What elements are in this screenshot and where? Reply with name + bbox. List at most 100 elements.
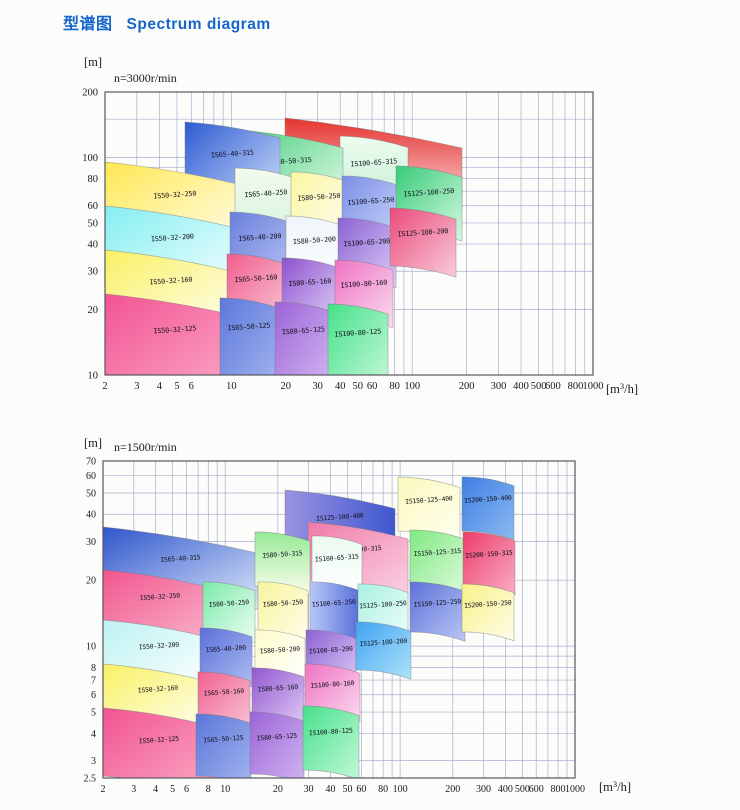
x-tick-label: 60 — [367, 381, 378, 392]
region-label-IS80-65-125: IS80-65-125 — [282, 325, 325, 336]
x-tick-label: 30 — [304, 784, 314, 795]
x-tick-label: 50 — [353, 381, 364, 392]
x-tick-label: 600 — [545, 381, 561, 392]
x-tick-label: 600 — [529, 784, 544, 795]
x-tick-label: 400 — [498, 784, 513, 795]
region-label-IS80-50-200: IS80-50-200 — [260, 645, 301, 656]
x-tick-label: 40 — [326, 784, 336, 795]
region-label-IS80-65-160: IS80-65-160 — [288, 277, 331, 288]
region-label-IS100-65-315: IS100-65-315 — [350, 157, 397, 168]
region-label-IS100-65-250: IS100-65-250 — [347, 196, 394, 207]
region-label-IS65-50-160: IS65-50-160 — [234, 273, 277, 284]
region-label-IS100-65-315: IS100-65-315 — [315, 553, 360, 564]
region-label-IS200-150-250: IS200-150-250 — [464, 599, 512, 610]
region-IS50-32-125 — [105, 293, 246, 375]
y-tick-label: 30 — [88, 267, 99, 278]
regions: IS125-100-315IS100-65-315IS80-50-315IS65… — [105, 117, 463, 375]
plot-border — [104, 91, 594, 376]
x-tick-label: 500 — [515, 784, 530, 795]
x-tick-label: 2 — [102, 381, 107, 392]
x-tick-label: 6 — [189, 381, 194, 392]
region-label-IS65-50-125: IS65-50-125 — [227, 321, 270, 332]
y-tick-label: 7 — [91, 676, 96, 687]
x-tick-label: 1000 — [565, 784, 585, 795]
region-label-IS100-80-160: IS100-80-160 — [340, 278, 387, 289]
y-tick-label: 4 — [91, 729, 96, 740]
region-label-IS100-80-125: IS100-80-125 — [334, 327, 381, 338]
region-label-IS100-65-250: IS100-65-250 — [312, 598, 357, 609]
x-tick-label: 4 — [157, 381, 163, 392]
y-tick-label: 80 — [88, 174, 99, 185]
region-label-IS80-50-315: IS80-50-315 — [269, 156, 312, 167]
chart-1500rpm: IS125-100-400 IS150-125-400 IS200-150-400 I… — [84, 436, 632, 795]
region-label-IS80-65-125: IS80-65-125 — [257, 732, 298, 743]
region-IS200-150-400 — [461, 476, 515, 541]
x-tick-label: 300 — [476, 784, 491, 795]
x-tick-label: 30 — [312, 381, 323, 392]
y-tick-label: 40 — [86, 510, 96, 521]
region-IS65-50-125 — [195, 713, 252, 778]
x-tick-label: 80 — [389, 381, 400, 392]
x-tick-label: 4 — [153, 784, 158, 795]
region-label-IS65-50-125: IS65-50-125 — [203, 734, 244, 745]
y-tick-label: 6 — [91, 690, 96, 701]
region-label-IS80-50-250: IS80-50-250 — [209, 598, 250, 609]
y-tick-label: 100 — [82, 153, 98, 164]
x-tick-label: 1000 — [583, 381, 604, 392]
x-tick-label: 60 — [356, 784, 366, 795]
region-label-IS80-50-200: IS80-50-200 — [293, 235, 336, 246]
x-tick-label: 100 — [404, 381, 420, 392]
x-axis-unit: [m3/h] — [606, 381, 638, 396]
x-tick-label: 300 — [491, 381, 507, 392]
region-label-IS65-40-250: IS65-40-250 — [244, 188, 287, 199]
x-tick-label: 3 — [131, 784, 136, 795]
y-tick-label: 50 — [88, 218, 99, 229]
x-tick-label: 80 — [378, 784, 388, 795]
x-tick-label: 8 — [206, 784, 211, 795]
x-tick-label: 200 — [459, 381, 475, 392]
region-IS50-32-125 — [103, 707, 216, 778]
region-label-IS150-125-250: IS150-125-250 — [413, 598, 461, 609]
region-label-IS65-40-200: IS65-40-200 — [206, 644, 247, 655]
x-tick-label: 40 — [335, 381, 346, 392]
x-tick-label: 10 — [220, 784, 230, 795]
region-label-IS50-32-250: IS50-32-250 — [153, 190, 196, 201]
y-tick-label: 70 — [86, 457, 96, 468]
region-label-IS125-100-250: IS125-100-250 — [359, 599, 407, 610]
region-label-IS100-65-200: IS100-65-200 — [309, 645, 354, 656]
y-tick-label: 40 — [88, 240, 99, 251]
region-label-IS100-80-125: IS100-80-125 — [309, 726, 354, 737]
region-IS80-65-125 — [274, 301, 333, 375]
y-tick-label: 200 — [82, 88, 98, 99]
region-label-IS65-40-315: IS65-40-315 — [160, 553, 201, 564]
y-tick-label: 3 — [91, 756, 96, 767]
x-axis-unit: [m3/h] — [599, 779, 631, 794]
region-IS125-100-200 — [389, 207, 457, 278]
x-tick-label: 400 — [513, 381, 529, 392]
speed-label: n=1500r/min — [114, 440, 177, 454]
region-label-IS65-40-200: IS65-40-200 — [238, 232, 281, 243]
page-title: 型谱图 Spectrum diagram — [63, 10, 271, 34]
region-IS65-50-125 — [219, 297, 279, 375]
y-tick-label: 20 — [86, 576, 96, 587]
title-chinese: 型谱图 — [63, 16, 113, 33]
plot-border — [102, 460, 576, 779]
y-tick-label: 2.5 — [84, 774, 97, 785]
region-label-IS125-100-200: IS125-100-200 — [397, 227, 448, 239]
x-tick-label: 20 — [273, 784, 283, 795]
y-tick-label: 60 — [88, 201, 99, 212]
region-IS150-125-250 — [409, 581, 466, 642]
region-label-IS125-100-400: IS125-100-400 — [316, 512, 364, 523]
region-IS125-100-200 — [355, 621, 412, 680]
region-label-IS65-40-315: IS65-40-315 — [211, 149, 254, 160]
y-axis-unit: [m] — [84, 436, 102, 450]
x-tick-label: 800 — [568, 381, 584, 392]
y-tick-label: 50 — [86, 489, 96, 500]
region-label-IS50-32-160: IS50-32-160 — [149, 276, 192, 287]
region-label-IS80-50-250: IS80-50-250 — [263, 598, 304, 609]
region-label-IS50-32-200: IS50-32-200 — [151, 232, 194, 243]
speed-label: n=3000r/min — [114, 71, 177, 85]
region-IS200-150-250 — [461, 583, 515, 642]
region-label-IS50-32-200: IS50-32-200 — [139, 641, 180, 652]
